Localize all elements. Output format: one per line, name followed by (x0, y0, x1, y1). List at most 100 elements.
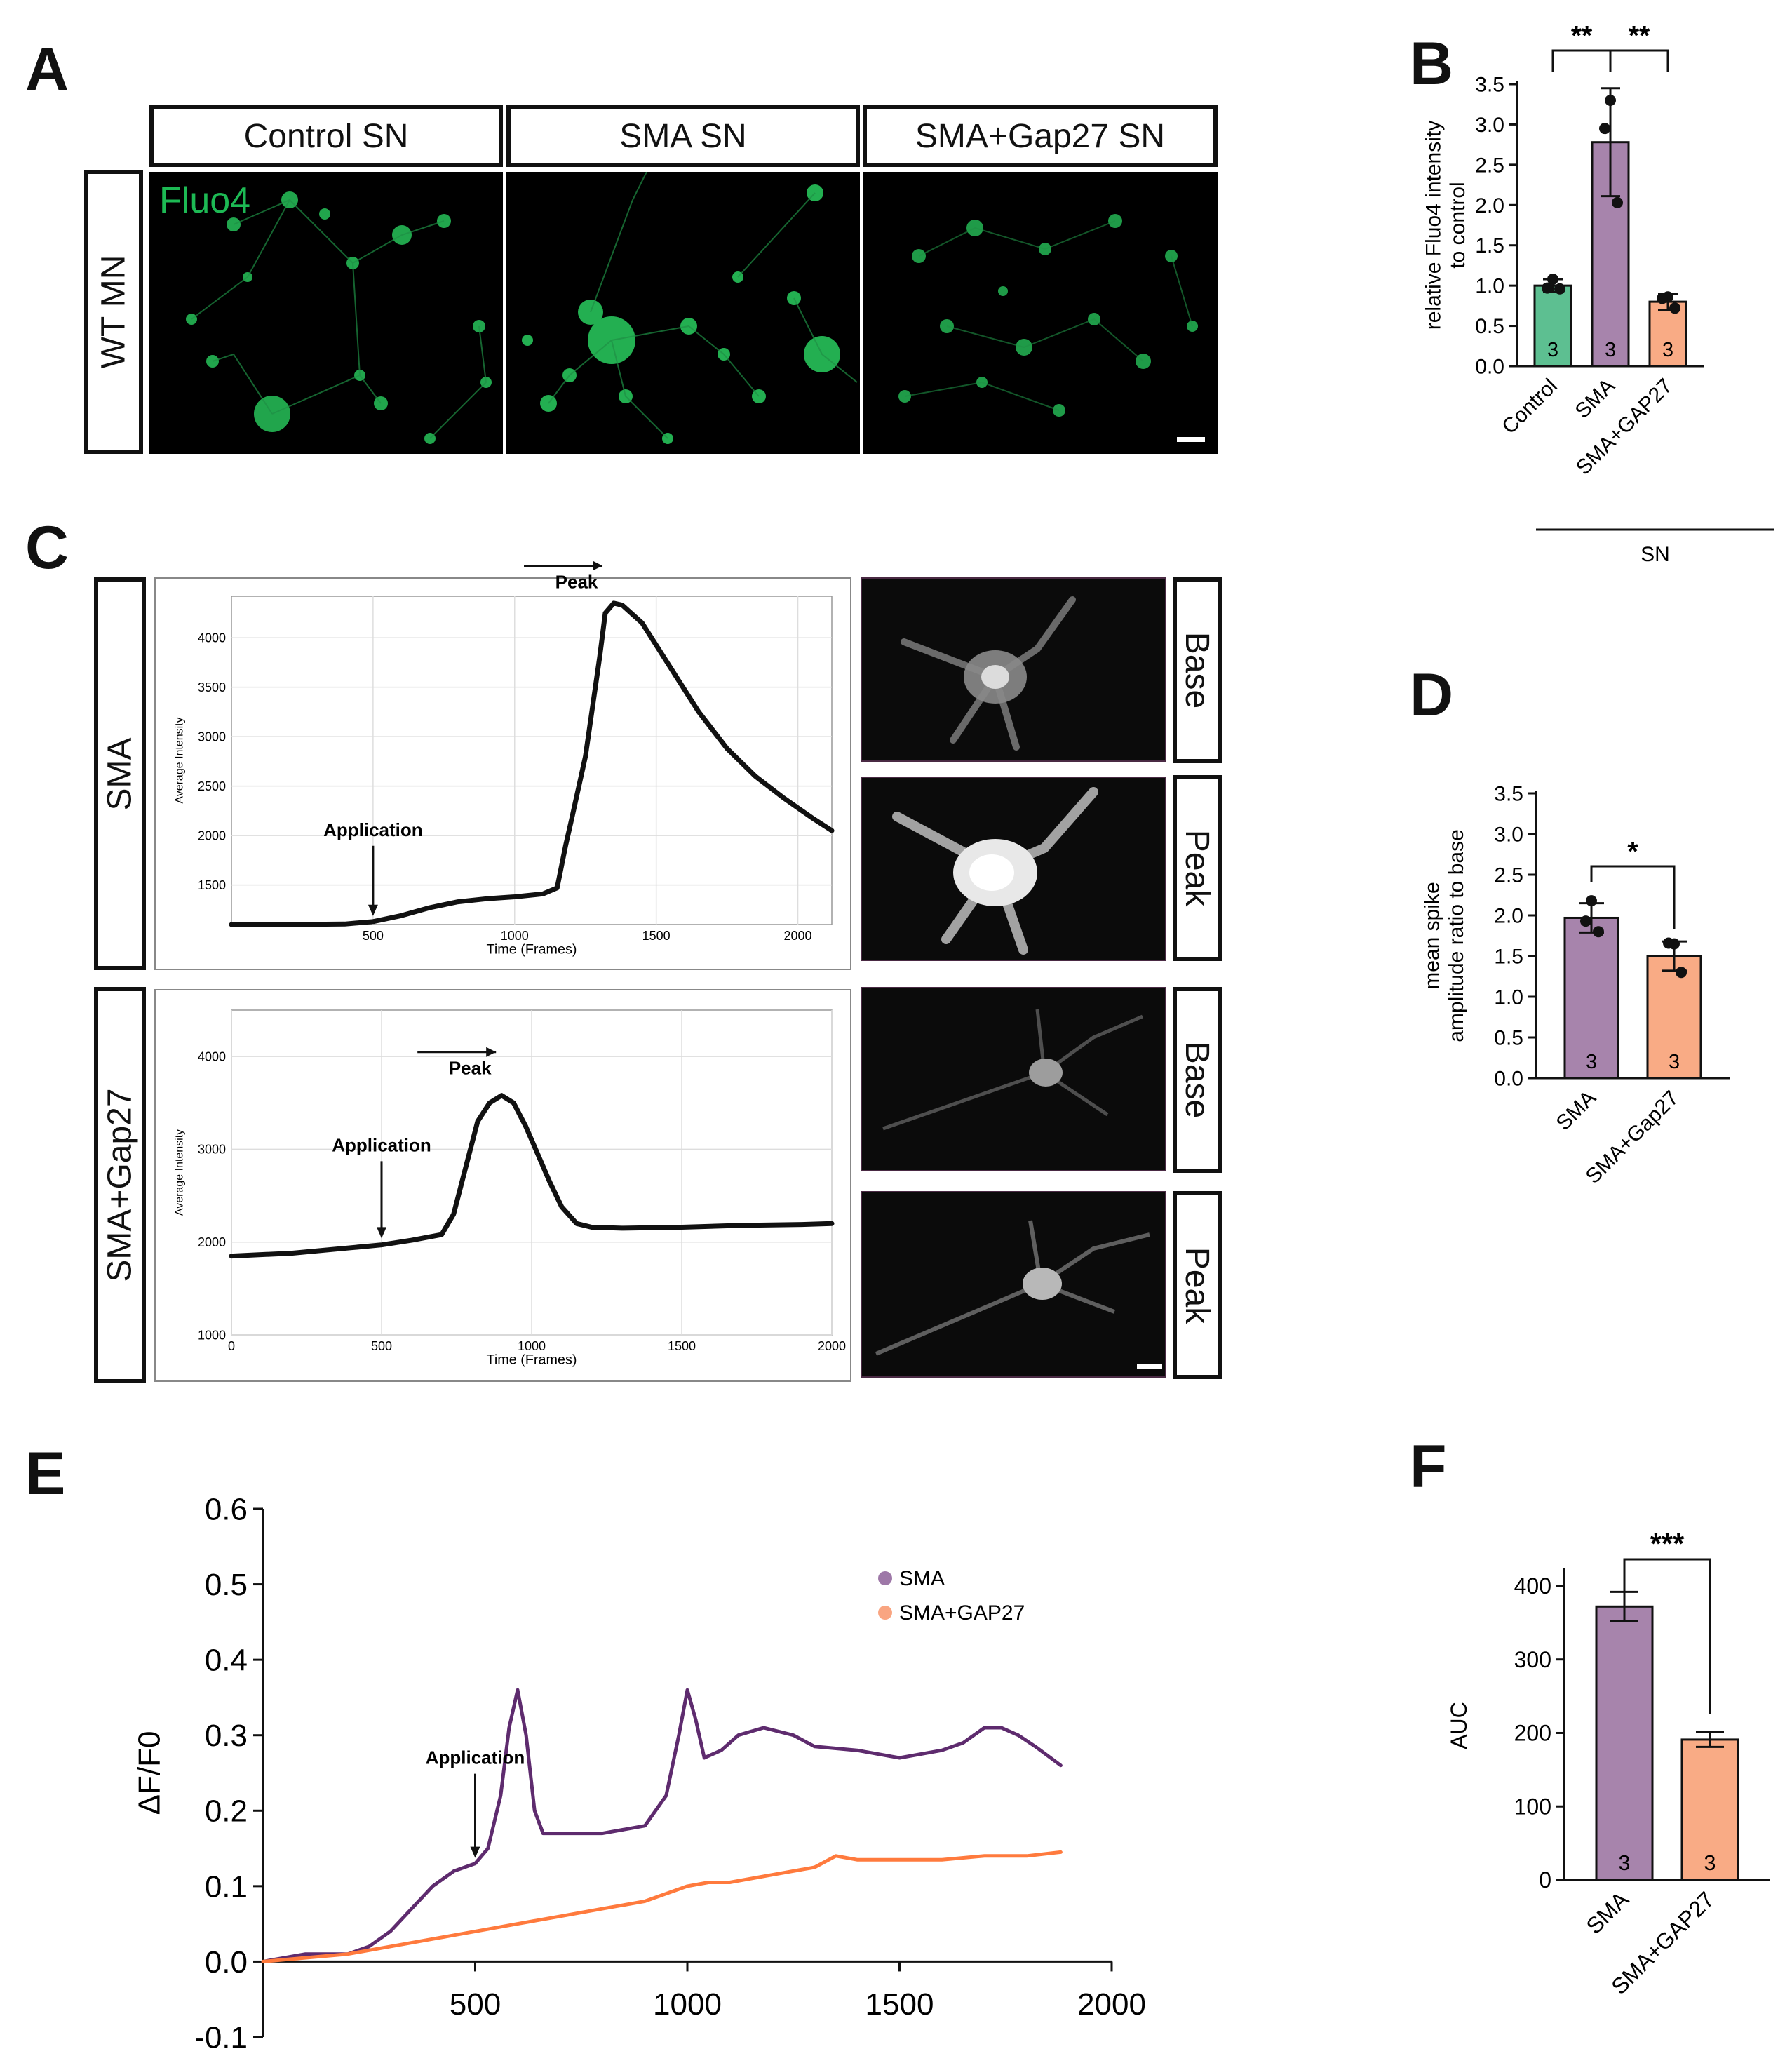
x-tick-label: 2000 (1077, 1987, 1146, 2022)
y-tick-label: 0.0 (1494, 1068, 1523, 1091)
y-tick-label: 1000 (198, 1328, 226, 1342)
y-tick-label: 2.5 (1494, 864, 1523, 887)
y-axis-label: Average Intensity (174, 1129, 186, 1216)
y-tick-label: 1.0 (1475, 275, 1504, 298)
y-tick-label: 1.5 (1475, 234, 1504, 257)
y-tick-label: 0.4 (205, 1644, 248, 1678)
y-tick-label: 300 (1514, 1647, 1551, 1672)
y-tick-label: 3.0 (1475, 114, 1504, 137)
panel-letter-c: C (25, 514, 69, 582)
legend-label: SMA (899, 1567, 945, 1590)
column-label-sma-sn: SMA SN (506, 105, 860, 167)
y-tick-label: 0.0 (1475, 356, 1504, 379)
x-tick-label: 500 (371, 1339, 392, 1353)
data-point (1554, 283, 1565, 295)
data-point (1580, 915, 1591, 927)
calcium-image-sma-base (861, 577, 1166, 762)
axis-label-line: relative Fluo4 intensity (1422, 121, 1445, 330)
n-label: 3 (1662, 339, 1673, 361)
y-axis-label: mean spikeamplitude ratio to base (1420, 829, 1468, 1042)
significance-bracket (1623, 1558, 1711, 1714)
arrow-head (368, 904, 378, 916)
x-tick-label: 2000 (784, 929, 812, 943)
n-label: 3 (1669, 1051, 1680, 1073)
y-axis-label: AUC (1446, 1702, 1471, 1749)
y-tick-label: 0.6 (205, 1492, 248, 1526)
x-tick-label: 500 (363, 929, 384, 943)
series-line (261, 1688, 1063, 1963)
y-tick-label: 400 (1514, 1573, 1551, 1599)
x-tick-label: 2000 (818, 1339, 846, 1353)
data-point (1669, 302, 1680, 314)
legend-marker (878, 1571, 892, 1585)
annotation-peak: Peak (449, 1058, 492, 1079)
y-tick-label: 3000 (198, 730, 226, 744)
panel-letter-b: B (1410, 30, 1454, 98)
group-label: SN (1641, 543, 1670, 566)
n-label: 3 (1586, 1051, 1597, 1073)
column-label-control-sn: Control SN (149, 105, 503, 167)
y-tick-label: 2000 (198, 828, 226, 842)
annotation-application: Application (323, 819, 423, 840)
y-tick-label: 3.5 (1475, 74, 1504, 97)
y-tick-label: 1.0 (1494, 986, 1523, 1009)
legend-label: SMA+GAP27 (899, 1601, 1025, 1625)
column-label-text: SMA+Gap27 SN (915, 117, 1166, 155)
y-tick-label: 100 (1514, 1794, 1551, 1819)
arrow-head (470, 1846, 480, 1858)
axis-label-line: to control (1446, 182, 1469, 268)
significance-bracket (1609, 49, 1669, 72)
x-tick-label: SMA (1581, 1886, 1633, 1939)
cell-sma-peak (892, 787, 1098, 955)
y-tick-label: 3000 (198, 1143, 226, 1157)
cell-sma-gap27-peak (875, 1220, 1162, 1369)
image-label-peak-1: Peak (1173, 775, 1222, 961)
legend-marker (878, 1606, 892, 1620)
cell-sma-base (901, 596, 1076, 751)
fluo4-cells-sma (522, 172, 858, 444)
x-axis-label: Time (Frames) (487, 941, 577, 957)
panel-letter-e: E (25, 1440, 66, 1507)
plot-frame-c-bottom (154, 989, 851, 1382)
y-tick-label: 0.0 (205, 1945, 248, 1980)
fluo4-image-sma-gap27 (863, 172, 1218, 454)
y-tick-label: 0 (1539, 1867, 1551, 1893)
axis-label-line: AUC (1446, 1702, 1471, 1749)
arrow-head (486, 1047, 497, 1057)
image-label-base-1: Base (1173, 577, 1222, 763)
fluo4-cells-sma-gap27 (898, 214, 1205, 442)
column-label-text: Control SN (243, 117, 409, 155)
significance-label: ** (1629, 21, 1650, 51)
y-tick-label: 2.5 (1475, 154, 1504, 177)
significance-label: *** (1650, 1527, 1685, 1560)
y-tick-label: 3.0 (1494, 824, 1523, 847)
y-tick-label: 4000 (198, 1049, 226, 1063)
x-tick-label: 1500 (865, 1987, 934, 2022)
row-label-sma-gap27: SMA+Gap27 (94, 987, 146, 1383)
data-point (1542, 282, 1553, 294)
y-axis-label: ΔF/F0 (132, 1731, 166, 1815)
cell-sma-gap27-base (882, 1009, 1143, 1131)
data-point (1599, 123, 1610, 135)
y-tick-label: 200 (1514, 1721, 1551, 1746)
data-point (1663, 937, 1674, 949)
n-label: 3 (1547, 339, 1558, 361)
row-label-sma: SMA (94, 577, 146, 970)
calcium-image-sma-peak (861, 777, 1166, 961)
bar (1646, 955, 1702, 1080)
y-tick-label: 2000 (198, 1235, 226, 1249)
significance-label: * (1627, 837, 1638, 867)
x-tick-label: 1500 (668, 1339, 696, 1353)
y-tick-label: 0.3 (205, 1719, 248, 1753)
arrow-head (593, 560, 603, 571)
series-line (229, 600, 835, 927)
arrow-head (377, 1227, 386, 1239)
y-tick-label: 0.2 (205, 1794, 248, 1829)
annotation-application: Application (332, 1134, 431, 1155)
fluo4-image-control: Fluo4 (149, 172, 503, 454)
calcium-image-sma-gap27-base (861, 987, 1166, 1171)
x-tick-label: 1500 (642, 929, 671, 943)
